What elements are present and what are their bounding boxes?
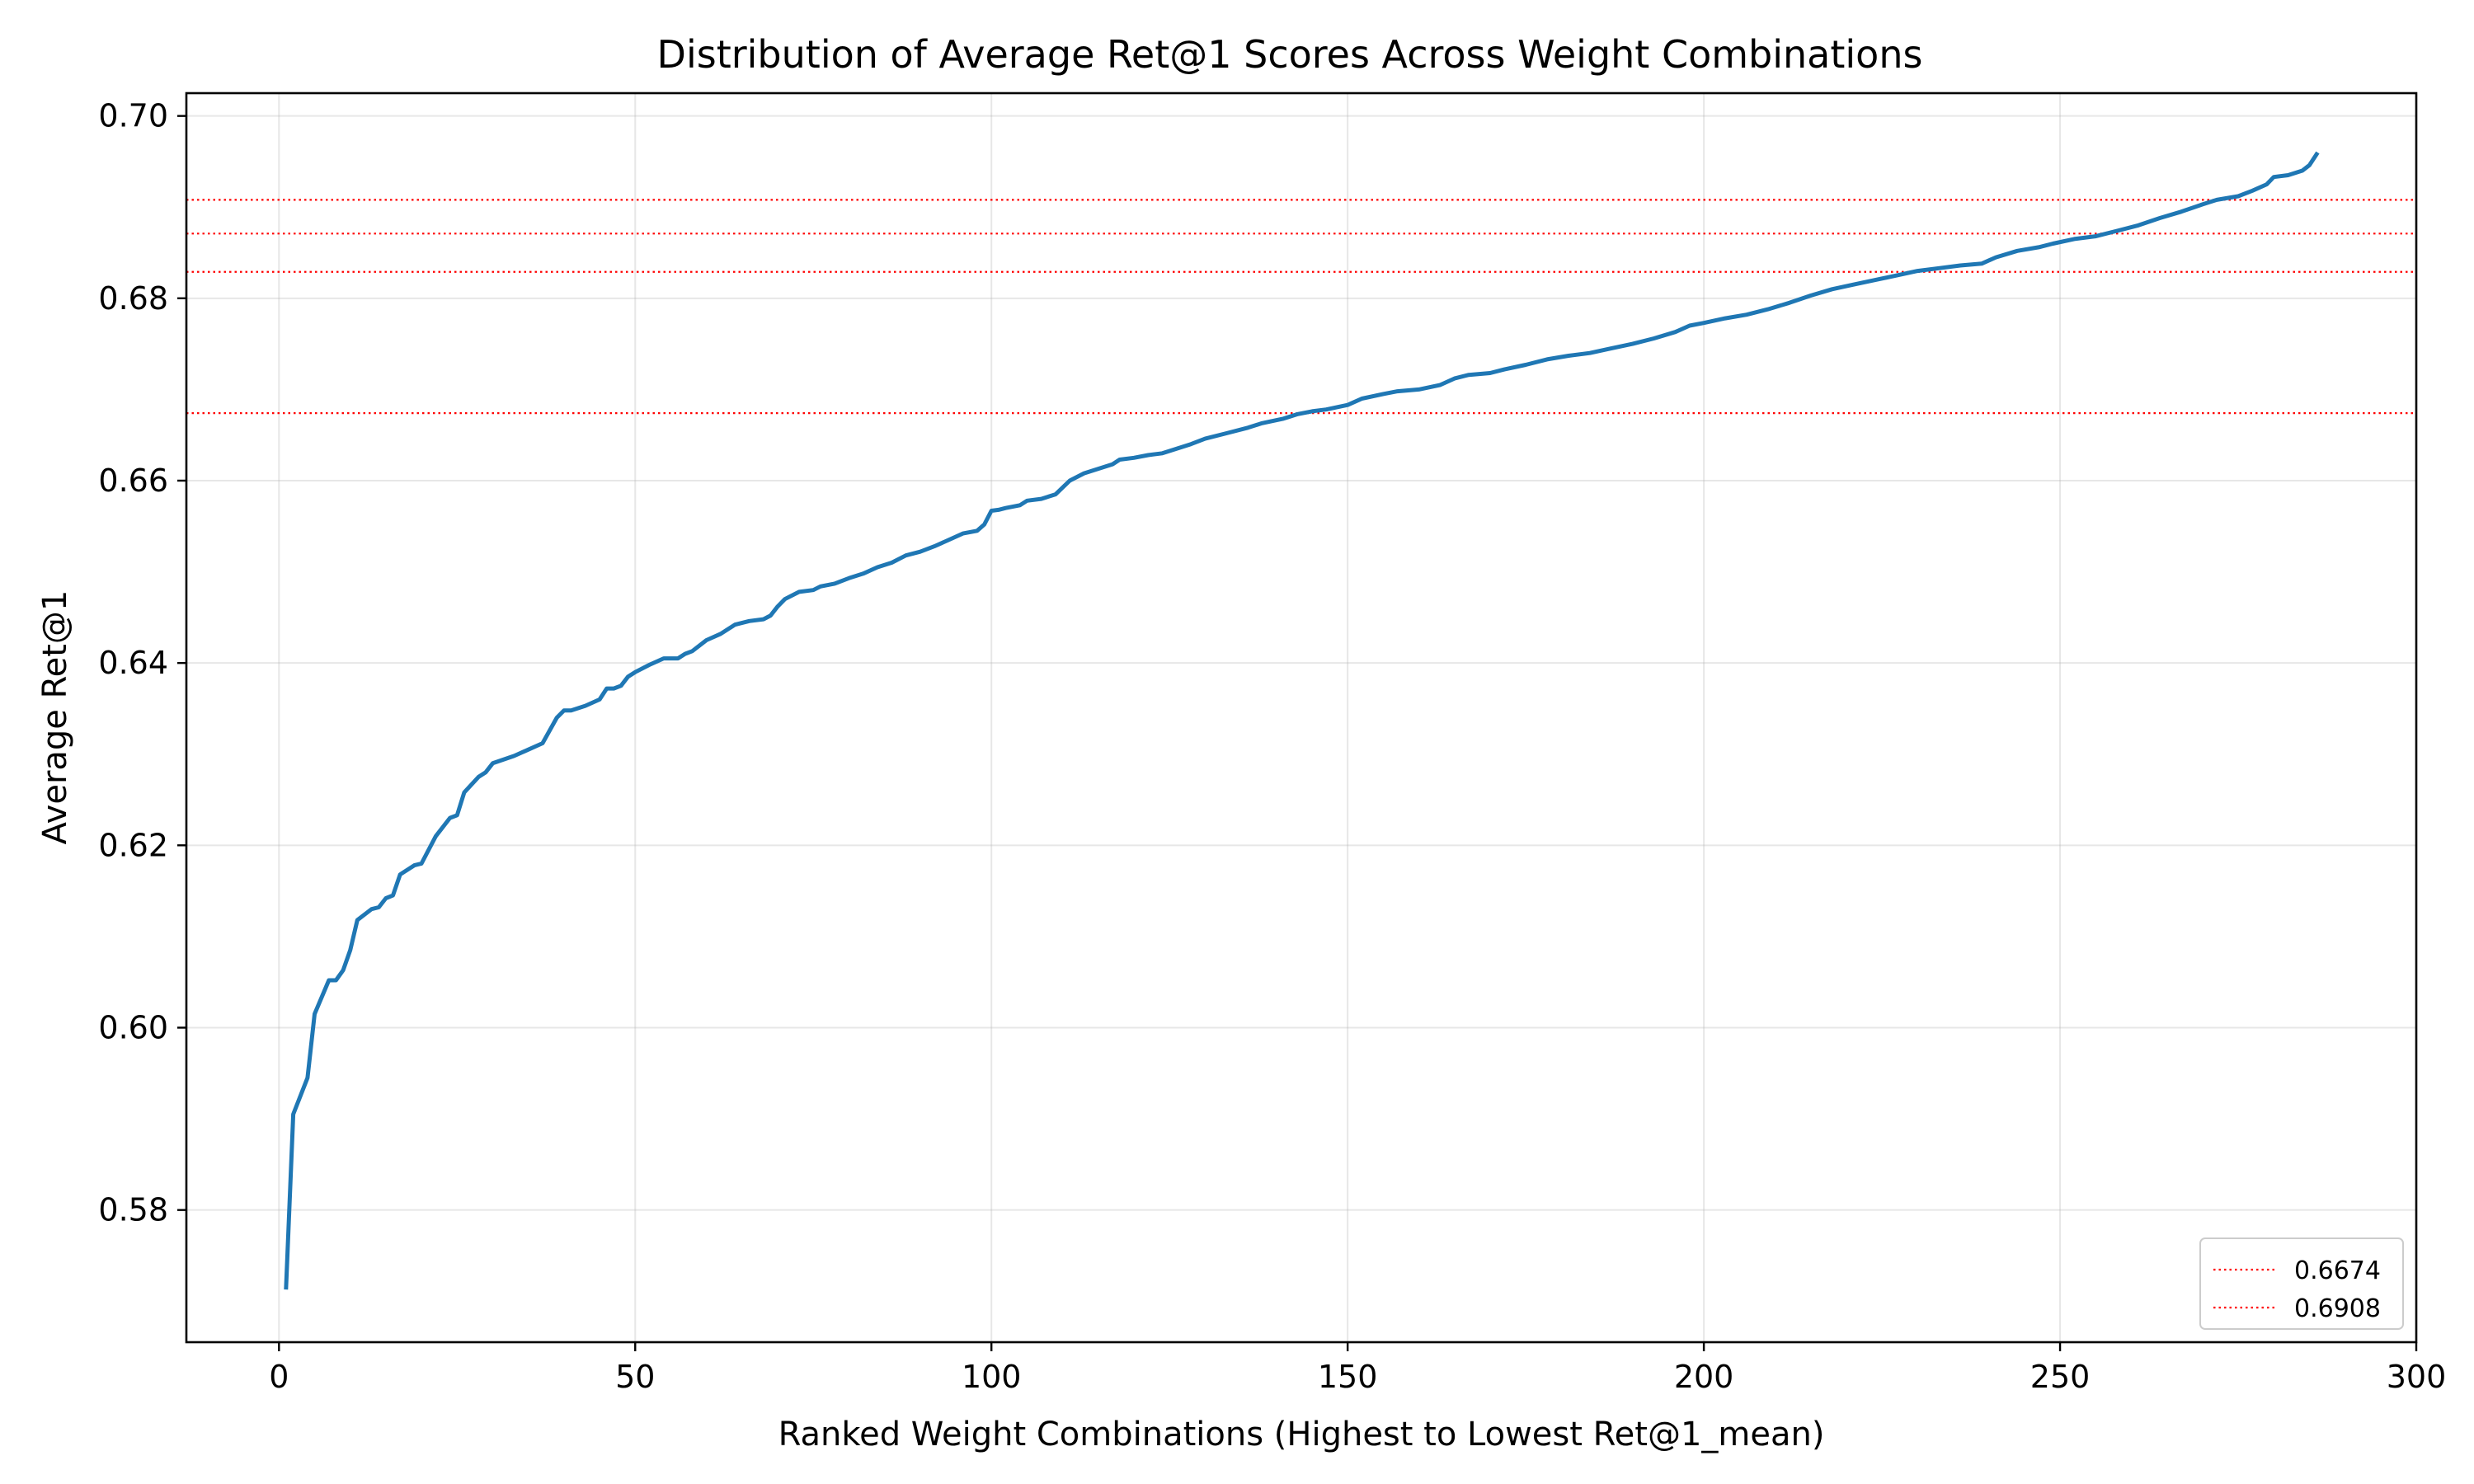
x-tick-label: 50 bbox=[615, 1359, 655, 1395]
legend-box bbox=[2199, 1237, 2404, 1330]
y-tick-label: 0.60 bbox=[98, 1009, 168, 1045]
legend-entries: 0.6674 0.6908 bbox=[2213, 1256, 2381, 1323]
plot-frame bbox=[185, 92, 2418, 1344]
x-tick-label: 0 bbox=[269, 1359, 289, 1395]
grid-lines bbox=[186, 93, 2417, 1342]
series-group bbox=[284, 151, 2320, 1290]
y-tick-label: 0.62 bbox=[98, 827, 168, 863]
x-tick-label: 200 bbox=[1674, 1359, 1734, 1395]
legend: 0.6674 0.6908 bbox=[2199, 1237, 2404, 1330]
x-tick-label: 100 bbox=[962, 1359, 1022, 1395]
y-axis-ticks: 0.58 0.60 0.62 0.64 0.66 0.68 0.70 bbox=[98, 98, 186, 1228]
y-tick-label: 0.68 bbox=[98, 280, 168, 317]
legend-label: 0.6674 bbox=[2294, 1256, 2381, 1285]
x-axis-label: Ranked Weight Combinations (Highest to L… bbox=[778, 1416, 1825, 1453]
y-axis-label: Average Ret@1 bbox=[36, 590, 74, 845]
legend-label: 0.6908 bbox=[2294, 1294, 2381, 1323]
x-axis-ticks: 0 50 100 150 200 250 300 bbox=[269, 1342, 2446, 1395]
y-tick-label: 0.66 bbox=[98, 463, 168, 499]
chart-title: Distribution of Average Ret@1 Scores Acr… bbox=[657, 32, 1923, 77]
y-tick-label: 0.70 bbox=[98, 98, 168, 134]
y-tick-label: 0.64 bbox=[98, 645, 168, 681]
x-tick-label: 250 bbox=[2030, 1359, 2091, 1395]
x-tick-label: 150 bbox=[1318, 1359, 1378, 1395]
series-line bbox=[284, 151, 2320, 1290]
y-tick-label: 0.58 bbox=[98, 1192, 168, 1228]
x-tick-label: 300 bbox=[2387, 1359, 2447, 1395]
